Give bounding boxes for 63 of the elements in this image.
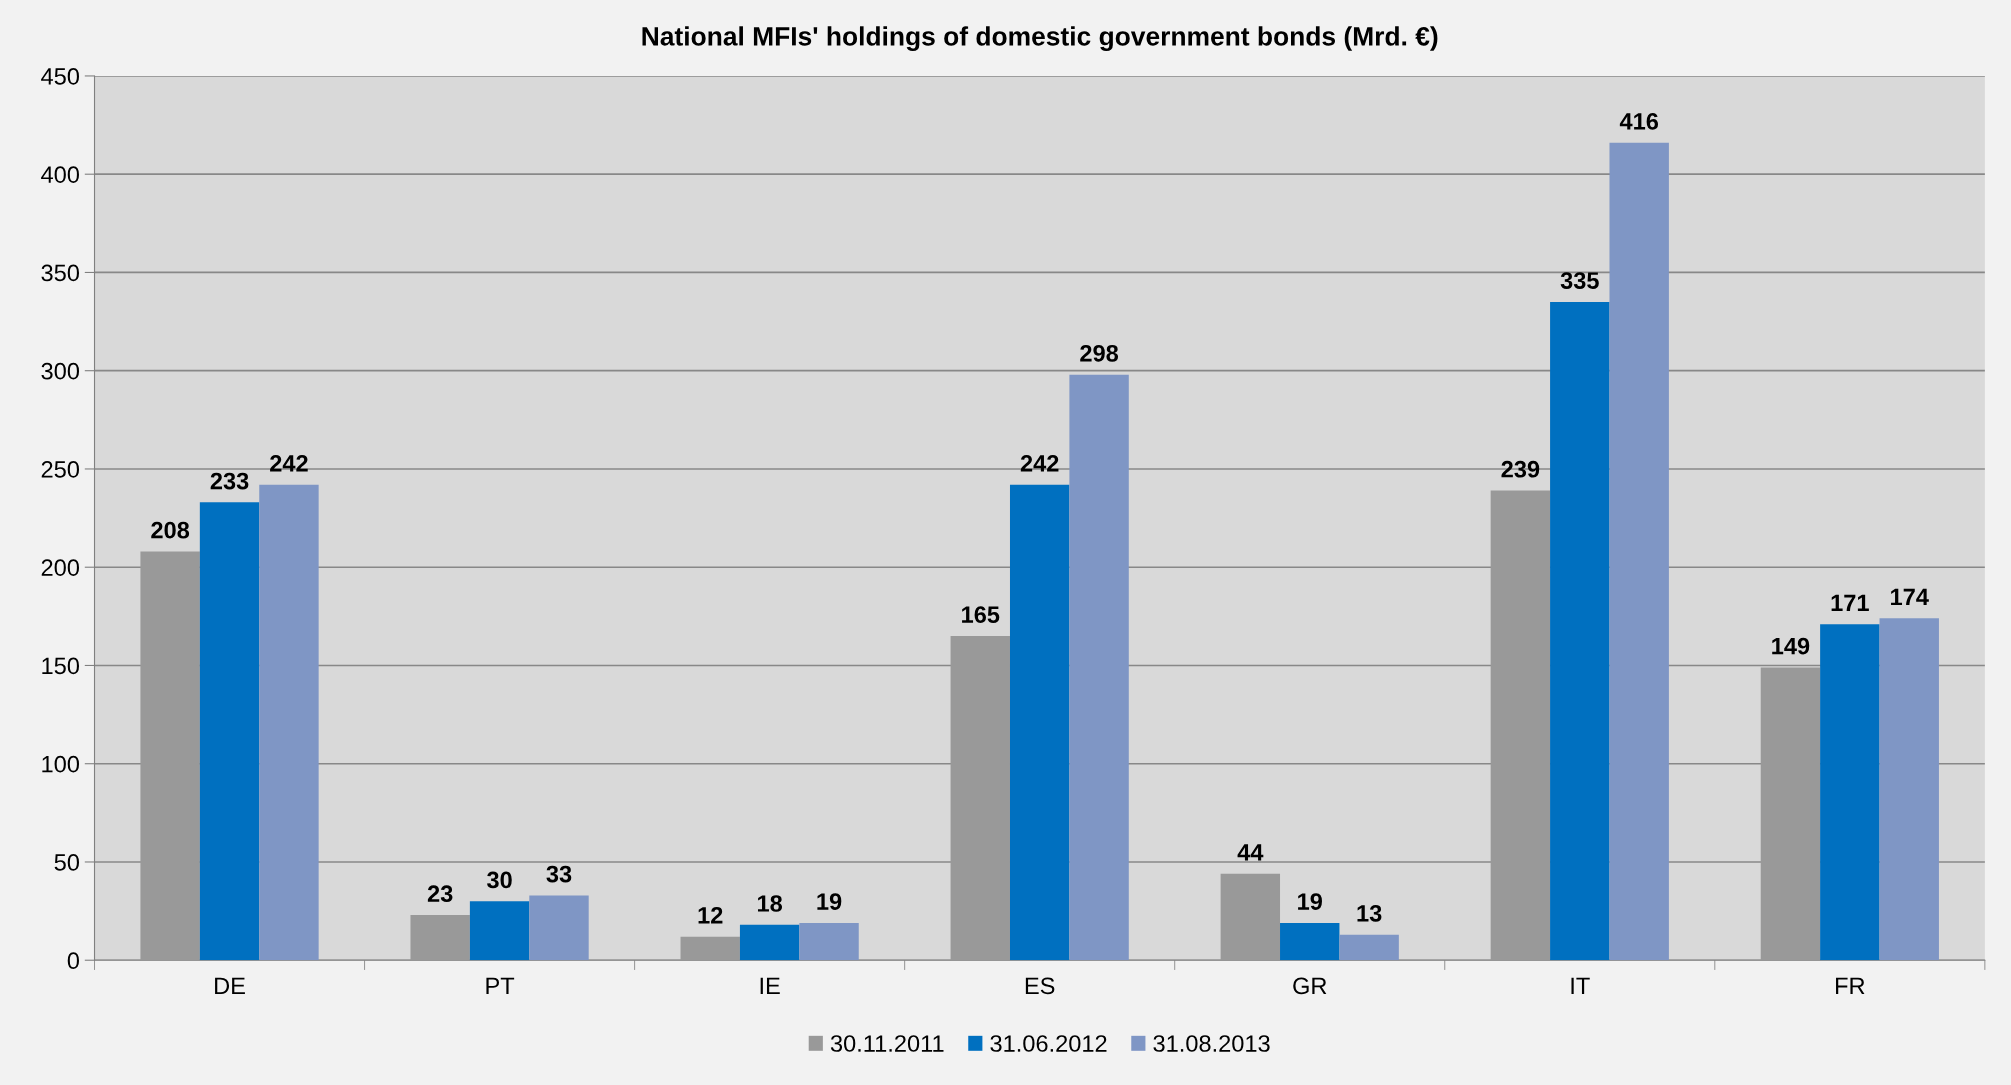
data-label: 33 [546, 865, 572, 883]
data-label: 13 [1357, 904, 1382, 922]
bar [1609, 142, 1669, 961]
bar [1280, 922, 1340, 961]
x-tick-label: IE [760, 977, 780, 994]
data-label: 335 [1560, 272, 1599, 289]
y-tick-label: 100 [42, 755, 80, 773]
bar [1879, 618, 1939, 961]
y-tick-label: 450 [41, 68, 80, 85]
bar [680, 936, 740, 961]
bar [529, 895, 589, 961]
y-tick-label: 300 [41, 362, 80, 380]
data-label: 19 [817, 893, 842, 910]
data-label: 416 [1619, 113, 1659, 130]
bar [140, 551, 200, 961]
x-tick-label: DE [215, 977, 245, 994]
data-label: 165 [962, 606, 1000, 623]
data-label: 171 [1831, 594, 1869, 611]
data-label: 233 [210, 472, 249, 490]
data-label: 242 [1020, 454, 1059, 472]
data-label: 208 [151, 521, 190, 539]
data-label: 44 [1237, 844, 1264, 861]
x-tick-label: PT [486, 977, 515, 994]
data-label: 18 [758, 895, 783, 912]
bar [950, 635, 1010, 961]
data-label: 298 [1080, 344, 1119, 362]
bar [1009, 484, 1070, 961]
legend-label: 30.11.2011 [830, 1035, 944, 1052]
bar [799, 922, 859, 961]
bar [1820, 624, 1880, 961]
data-label: 242 [270, 454, 308, 472]
data-label: 19 [1298, 893, 1322, 910]
bar [1339, 934, 1399, 961]
data-label: 12 [698, 906, 723, 924]
legend-label: 31.06.2012 [990, 1035, 1107, 1052]
data-label: 239 [1501, 460, 1540, 478]
x-tick-label: ES [1025, 977, 1055, 995]
y-tick-label: 50 [54, 854, 80, 871]
x-tick-label: IT [1571, 977, 1590, 994]
bar [469, 901, 530, 961]
legend-label: 31.08.2013 [1153, 1035, 1270, 1052]
bar [739, 924, 800, 961]
y-tick-label: 400 [41, 166, 80, 183]
bar [410, 915, 470, 961]
bar [199, 502, 260, 961]
data-label: 174 [1891, 588, 1929, 606]
x-tick-label: FR [1836, 977, 1865, 994]
y-tick-label: 150 [42, 657, 80, 675]
chart-title: National MFIs' holdings of domestic government bonds (Mrd. €) [642, 26, 1438, 51]
bar [1760, 667, 1821, 961]
y-tick-label: 0 [67, 952, 80, 970]
bar [259, 484, 319, 961]
data-label: 149 [1772, 637, 1810, 655]
bar [1069, 374, 1129, 961]
y-tick-label: 350 [41, 264, 80, 282]
bar [1490, 490, 1551, 961]
data-label: 23 [427, 885, 453, 903]
y-tick-label: 250 [41, 461, 80, 478]
bar [1550, 301, 1610, 961]
data-label: 30 [487, 871, 512, 889]
x-tick-label: GR [1293, 977, 1327, 995]
y-tick-label: 200 [41, 559, 80, 576]
bar [1220, 873, 1281, 961]
